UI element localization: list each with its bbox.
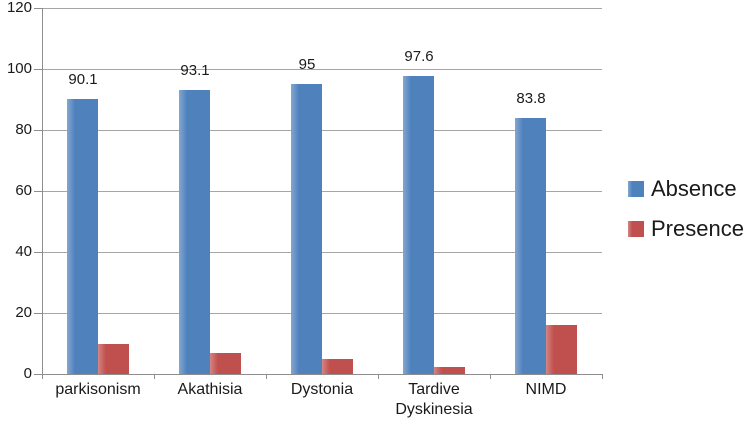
gridline-100 xyxy=(42,69,602,70)
bar-absence-1 xyxy=(67,99,98,374)
data-label-3: 95 xyxy=(298,56,316,73)
legend-label-absence: Absence xyxy=(651,176,737,201)
y-tick-label-80: 80 xyxy=(15,121,32,138)
bar-presence-4 xyxy=(434,367,465,374)
data-label-4: 97.6 xyxy=(404,48,434,65)
y-tick-label-40: 40 xyxy=(15,243,32,260)
legend: Absence Presence xyxy=(628,176,744,256)
gridline-60 xyxy=(42,191,602,192)
gridline-20 xyxy=(42,313,602,314)
gridline-80 xyxy=(42,130,602,131)
x-tick-mark-2 xyxy=(266,374,267,379)
y-tick-mark-100 xyxy=(34,69,42,70)
bar-presence-2 xyxy=(210,353,241,374)
legend-label-presence: Presence xyxy=(651,216,744,241)
x-tick-mark-0 xyxy=(42,374,43,379)
y-tick-mark-20 xyxy=(34,313,42,314)
category-label-akathisia: Akathisia xyxy=(177,381,243,398)
gridline-40 xyxy=(42,252,602,253)
plot-area: 90.1 93.1 95 97.6 83.8 xyxy=(42,8,602,374)
bar-presence-1 xyxy=(98,344,129,374)
data-label-2: 93.1 xyxy=(180,62,210,79)
y-tick-mark-40 xyxy=(34,252,42,253)
bar-absence-3 xyxy=(291,84,322,374)
x-tick-mark-5 xyxy=(602,374,603,379)
category-label-tardive-dyskinesia: Tardive Dyskinesia xyxy=(395,381,473,418)
legend-item-presence: Presence xyxy=(628,216,744,242)
x-axis-line xyxy=(42,374,603,375)
bar-presence-3 xyxy=(322,359,353,374)
x-tick-mark-4 xyxy=(490,374,491,379)
legend-swatch-presence-icon xyxy=(628,221,644,237)
legend-swatch-absence-icon xyxy=(628,181,644,197)
legend-item-absence: Absence xyxy=(628,176,744,202)
data-label-5: 83.8 xyxy=(516,90,546,107)
bar-absence-5 xyxy=(515,118,546,374)
gridline-120 xyxy=(42,8,602,9)
category-label-parkisonism: parkisonism xyxy=(55,381,141,398)
y-tick-mark-60 xyxy=(34,191,42,192)
bar-presence-5 xyxy=(546,325,577,374)
y-tick-label-60: 60 xyxy=(15,182,32,199)
category-label-nimd: NIMD xyxy=(525,381,567,398)
category-label-dystonia: Dystonia xyxy=(290,381,354,398)
y-tick-mark-0 xyxy=(34,374,42,375)
y-tick-label-100: 100 xyxy=(6,60,32,77)
bar-absence-4 xyxy=(403,76,434,374)
y-tick-label-0: 0 xyxy=(23,365,32,382)
y-axis-line xyxy=(42,8,43,375)
bar-absence-2 xyxy=(179,90,210,374)
x-tick-mark-3 xyxy=(378,374,379,379)
y-tick-label-20: 20 xyxy=(15,304,32,321)
y-tick-label-120: 120 xyxy=(6,0,32,16)
y-tick-mark-120 xyxy=(34,8,42,9)
x-tick-mark-1 xyxy=(154,374,155,379)
data-label-1: 90.1 xyxy=(68,71,98,88)
y-tick-mark-80 xyxy=(34,130,42,131)
